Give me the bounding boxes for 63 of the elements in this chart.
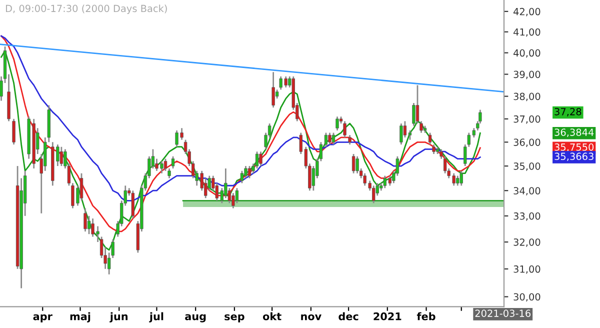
- candlestick: [272, 71, 275, 108]
- y-tick-label: 37,00: [514, 115, 540, 124]
- text: 2021-03-16: [475, 310, 531, 317]
- candlestick: [259, 150, 262, 167]
- candlestick: [80, 172, 84, 202]
- candlestick: [336, 116, 339, 132]
- y-tick-label: 35,00: [514, 162, 540, 171]
- y-tick-label: 33,00: [514, 212, 540, 221]
- candlestick: [328, 132, 332, 146]
- y-tick-label: 34,00: [514, 187, 540, 196]
- chart-title: D, 09:00-17:30 (2000 Days Back): [6, 4, 167, 14]
- y-tick-label: 30,00: [514, 293, 540, 302]
- candlestick: [460, 170, 463, 186]
- candlestick: [408, 130, 412, 140]
- candlestick: [428, 132, 432, 146]
- candlestick: [456, 175, 460, 186]
- candlestick: [244, 165, 248, 179]
- candlestick: [171, 156, 175, 170]
- x-tick-label: nov: [301, 314, 322, 320]
- candlestick: [352, 153, 356, 174]
- candlestick: [131, 190, 134, 220]
- x-tick-label: jul: [149, 312, 164, 322]
- text: 37,28: [554, 108, 582, 116]
- candlestick: [240, 170, 244, 184]
- x-tick-label: jun: [110, 312, 128, 322]
- x-tick-label: sep: [224, 314, 244, 322]
- candlestick: [12, 118, 16, 146]
- x-tick-label: okt: [262, 312, 282, 320]
- candlestick: [235, 187, 239, 204]
- candlestick: [60, 146, 64, 167]
- text: 36,3844: [554, 128, 594, 137]
- y-tick-label: 40,00: [514, 49, 540, 58]
- x-tick-label: dec: [338, 312, 358, 320]
- candlestick: [343, 120, 346, 138]
- candlestick: [403, 120, 407, 138]
- y-tick-label: 39,00: [514, 70, 540, 80]
- text: 35,7550: [554, 143, 594, 152]
- y-tick-label: 42,00: [514, 8, 540, 16]
- x-tick-label: apr: [33, 314, 52, 322]
- x-tick-label: maj: [70, 312, 90, 322]
- candlestick: [372, 184, 376, 204]
- candlestick: [324, 132, 328, 148]
- x-tick-label: feb: [416, 312, 436, 320]
- candlestick: [255, 150, 259, 170]
- text: 35,3663: [554, 152, 594, 162]
- candlestick: [84, 208, 87, 232]
- candlestick: [332, 132, 336, 146]
- candlestick: [432, 144, 436, 155]
- y-tick-label: 36,00: [514, 138, 540, 147]
- candlestick: [232, 192, 235, 209]
- candlestick: [348, 134, 352, 146]
- x-tick-label: aug: [185, 314, 206, 322]
- y-tick-label: 38,00: [514, 92, 540, 102]
- y-tick-label: 41,00: [514, 28, 540, 37]
- candlestick: [87, 215, 91, 235]
- candlestick: [248, 165, 252, 179]
- y-tick-label: 32,00: [514, 238, 540, 247]
- y-tick-label: 31,00: [514, 265, 540, 274]
- candlestick: [224, 168, 228, 199]
- candlestick: [400, 122, 403, 146]
- candlestick: [319, 141, 323, 162]
- x-tick-label: 2021: [374, 312, 402, 320]
- candlestick: [356, 156, 359, 174]
